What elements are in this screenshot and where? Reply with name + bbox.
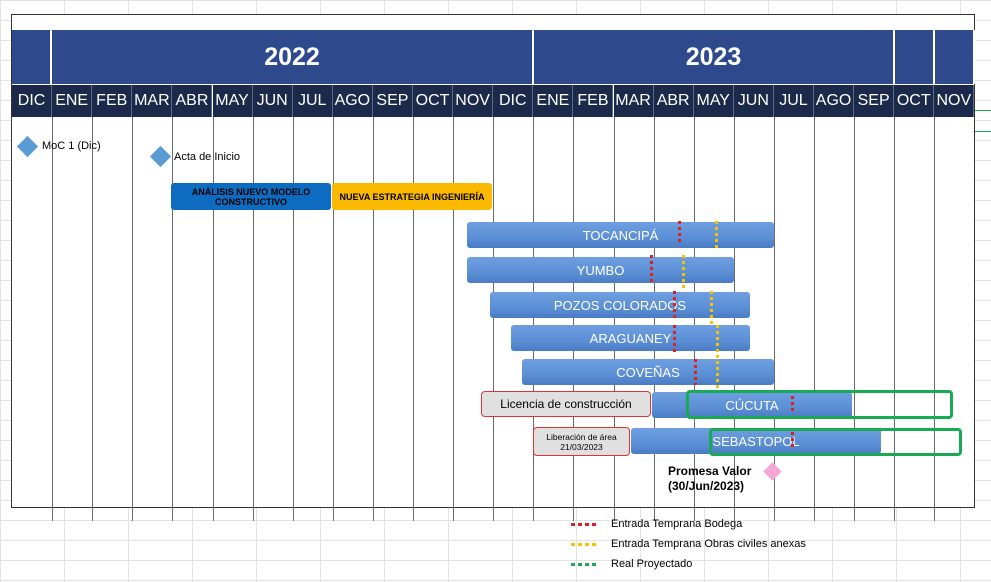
bar-cucuta: CÚCUTA	[652, 392, 852, 418]
legend-label-obras: Entrada Temprana Obras civiles anexas	[611, 538, 806, 550]
month-cell: AGO	[332, 85, 373, 117]
month-cell: JUL	[292, 85, 333, 117]
edge-line-green-top	[975, 110, 991, 111]
month-gridline	[493, 117, 495, 521]
phase-analisis-bar: ANÁLISIS NUEVO MODELO CONSTRUCTIVO	[171, 183, 331, 210]
month-cell: OCT	[413, 85, 454, 117]
month-gridline	[172, 117, 174, 521]
month-gridline	[814, 117, 815, 521]
month-cell: MAR	[132, 85, 173, 117]
year-cell-blank-oct	[895, 30, 935, 84]
year-cell-blank-nov	[935, 30, 975, 84]
month-gridline	[453, 117, 455, 521]
bodega-marker-araguaney	[673, 325, 676, 353]
month-cell: JUN	[733, 85, 774, 117]
promesa-valor-diamond	[763, 462, 782, 481]
licencia-construccion-note: Licencia de construcción	[481, 391, 651, 417]
month-gridline	[413, 117, 414, 521]
month-gridline	[332, 117, 334, 521]
month-gridline	[92, 117, 94, 521]
promesa-valor-date: (30/Jun/2023)	[668, 479, 745, 493]
legend-label-bodega: Entrada Temprana Bodega	[611, 518, 743, 530]
month-cell: ABR	[172, 85, 213, 117]
acta-inicio-label: Acta de Inicio	[174, 151, 241, 163]
month-cell: ENE	[533, 85, 574, 117]
month-gridline	[533, 117, 535, 521]
bar-yumbo: YUMBO	[467, 257, 734, 283]
legend-swatch-red-dotted	[571, 522, 599, 526]
obras-marker-araguaney-covenas	[716, 325, 719, 389]
month-gridline	[372, 117, 374, 521]
month-cell: JUN	[252, 85, 293, 117]
month-cell: DIC	[12, 85, 53, 117]
month-cell: MAY	[212, 85, 253, 117]
bar-tocancipa: TOCANCIPÁ	[467, 222, 774, 248]
month-gridline	[773, 117, 775, 521]
month-gridline	[934, 117, 936, 521]
bar-covenas: COVEÑAS	[522, 359, 774, 385]
obras-marker-pozos	[710, 291, 713, 327]
month-gridline	[292, 117, 294, 521]
month-cell: SEP	[372, 85, 413, 117]
promesa-valor-label: Promesa Valor	[668, 464, 752, 478]
legend-row-bodega: Entrada Temprana Bodega	[571, 517, 742, 531]
year-cell-2023: 2023	[534, 30, 895, 84]
gantt-chart: 2022 2023 DIC ENE FEB MAR ABR MAY JUN JUL AGO SEP…	[11, 14, 975, 521]
bodega-marker-pozos	[673, 291, 676, 321]
month-gridline	[733, 117, 735, 521]
month-cell: NOV	[934, 85, 975, 117]
month-gridline	[693, 117, 695, 521]
bar-sebastopol: SEBASTOPOL	[631, 428, 881, 454]
year-cell-blank-left	[12, 30, 52, 84]
edge-line-green-bottom	[975, 131, 991, 132]
bar-araguaney: ARAGUANEY	[511, 325, 750, 351]
month-cell: MAY	[693, 85, 734, 117]
month-gridline	[854, 117, 856, 521]
month-gridline	[613, 117, 615, 521]
month-gridline	[52, 117, 54, 521]
bodega-marker-tocancipa	[678, 221, 681, 245]
legend-swatch-green-dotted	[571, 562, 599, 566]
month-cell: OCT	[894, 85, 935, 117]
moc-milestone-label: MoC 1 (Dic)	[42, 140, 101, 152]
acta-inicio-diamond	[149, 145, 172, 168]
obras-marker-yumbo	[682, 255, 685, 289]
real-projected-box-cucuta	[686, 390, 953, 419]
bodega-marker-sebastopol	[791, 432, 794, 450]
real-projected-box-sebastopol	[709, 428, 962, 456]
month-gridline	[894, 117, 896, 521]
month-gridline	[252, 117, 254, 521]
legend-row-real: Real Proyectado	[571, 557, 692, 571]
obras-marker-tocancipa	[715, 221, 718, 249]
month-cell: JUL	[773, 85, 814, 117]
bar-pozos-colorados: POZOS COLORADOS	[490, 292, 750, 318]
month-cell: FEB	[92, 85, 133, 117]
month-gridline	[653, 117, 655, 521]
legend-row-obras: Entrada Temprana Obras civiles anexas	[571, 537, 806, 551]
year-cell-2022: 2022	[52, 30, 534, 84]
moc-milestone-diamond	[16, 135, 39, 158]
phase-estrategia-bar: NUEVA ESTRATEGIA INGENIERÍA	[332, 183, 492, 210]
month-gridline	[212, 117, 214, 521]
bodega-marker-cucuta	[791, 396, 794, 414]
legend-swatch-yellow-dotted	[571, 542, 599, 546]
month-gridline	[132, 117, 134, 521]
month-gridline	[573, 117, 575, 521]
month-cell: ENE	[52, 85, 93, 117]
month-cell: MAR	[613, 85, 654, 117]
bodega-marker-yumbo	[650, 255, 653, 285]
month-cell: ABR	[653, 85, 694, 117]
month-cell: AGO	[814, 85, 855, 117]
month-cell: FEB	[573, 85, 614, 117]
bodega-marker-covenas	[694, 359, 697, 385]
month-cell: SEP	[854, 85, 895, 117]
legend-label-real: Real Proyectado	[611, 558, 693, 570]
month-cell: NOV	[453, 85, 494, 117]
month-cell: DIC	[493, 85, 534, 117]
liberacion-area-note: Liberación de área 21/03/2023	[533, 427, 630, 456]
